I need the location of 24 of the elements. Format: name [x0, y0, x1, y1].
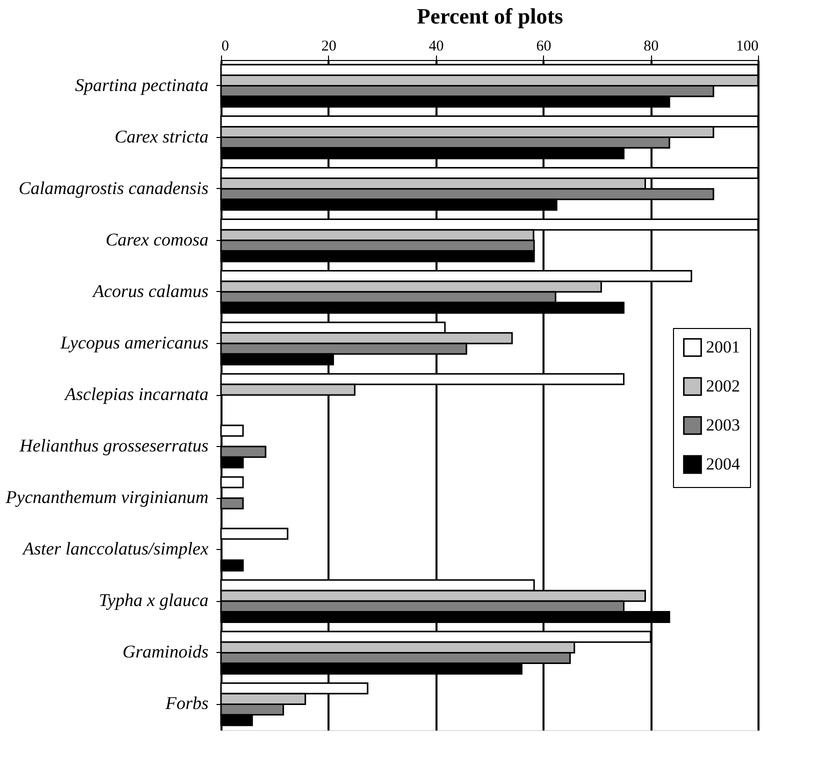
x-axis-title: Percent of plots [416, 4, 564, 28]
y-tick-label: Acorus calamus [92, 280, 208, 301]
y-tick-label: Carex stricta [114, 126, 208, 146]
y-tick-label: Pycnanthemum virginianum [4, 487, 208, 508]
legend-label: 2004 [706, 454, 740, 474]
y-tick-label: Calamagrostis canadensis [18, 178, 208, 198]
legend-label: 2002 [706, 376, 740, 396]
x-tick-label: 60 [536, 38, 552, 54]
x-tick-label: 80 [644, 38, 659, 54]
y-tick-label: Spartina pectinata [75, 74, 208, 95]
y-tick-label: Graminoids [122, 642, 208, 662]
x-tick-label: 100 [736, 38, 758, 54]
x-tick-label: 40 [428, 38, 444, 54]
y-tick-label: Lycopus americanus [60, 332, 208, 352]
legend-label: 2001 [706, 338, 740, 356]
y-tick-label: Forbs [164, 693, 208, 714]
y-tick-label: Helianthus grosseserratus [18, 436, 208, 456]
x-tick-label: 20 [321, 38, 336, 54]
x-tick-label: 0 [222, 38, 229, 54]
y-tick-label: Typha x glauca [98, 590, 208, 610]
y-tick-label: Carex comosa [106, 229, 208, 250]
legend-label: 2003 [706, 416, 740, 434]
y-tick-label: Asclepias incarnata [64, 384, 208, 404]
y-tick-label: Aster lanccolatus/simplex [22, 538, 209, 559]
